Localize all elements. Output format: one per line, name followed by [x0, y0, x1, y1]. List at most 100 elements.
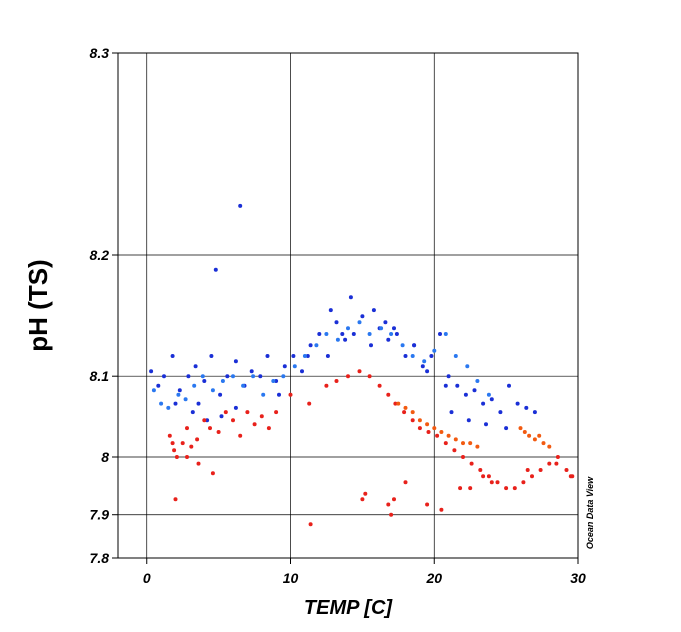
data-point [425, 422, 430, 427]
data-point [185, 455, 189, 459]
data-point [389, 512, 394, 517]
data-point [149, 369, 154, 374]
data-point [425, 369, 430, 374]
data-point [190, 410, 195, 415]
data-point [410, 354, 415, 358]
data-point [300, 369, 304, 374]
data-point [367, 374, 372, 379]
data-point [265, 354, 270, 358]
data-point [274, 410, 279, 415]
data-point [530, 474, 534, 479]
data-point [195, 437, 200, 442]
data-point [377, 383, 382, 388]
data-point [400, 343, 405, 348]
data-point [308, 522, 313, 527]
data-point [403, 405, 408, 410]
data-point [173, 401, 178, 406]
data-point [394, 332, 399, 336]
data-point [200, 374, 205, 379]
data-point [210, 471, 215, 476]
data-point [308, 343, 313, 348]
data-point [410, 410, 415, 415]
data-point [489, 480, 494, 485]
data-point [458, 486, 463, 491]
data-point [403, 480, 408, 485]
data-point [443, 332, 448, 336]
data-point [515, 401, 520, 406]
data-point [219, 414, 224, 419]
data-point [302, 354, 307, 358]
data-point [162, 374, 166, 379]
data-point [216, 430, 221, 434]
y-tick-label: 7.9 [90, 507, 110, 523]
data-point [452, 448, 457, 453]
data-point [334, 320, 339, 325]
data-point [166, 405, 171, 410]
data-point [292, 364, 297, 369]
data-point [196, 461, 201, 466]
data-point [489, 397, 494, 402]
data-point [410, 418, 415, 423]
data-point [192, 383, 197, 388]
data-point [425, 502, 430, 507]
data-point [351, 332, 356, 336]
data-point [524, 405, 529, 410]
data-point [386, 502, 391, 507]
data-point [238, 203, 243, 208]
data-point [383, 320, 388, 325]
data-point [453, 437, 458, 442]
data-point [159, 401, 164, 406]
data-point [468, 486, 473, 491]
data-point [209, 354, 214, 358]
data-point [196, 401, 201, 406]
data-point [469, 461, 474, 466]
data-point [417, 418, 422, 423]
y-tick-label: 8.2 [90, 247, 110, 263]
x-tick-label: 30 [570, 570, 586, 586]
y-axis-label: pH (TS) [23, 259, 53, 351]
y-tick-label: 8.1 [90, 368, 110, 384]
data-point [439, 430, 444, 434]
data-point [274, 379, 279, 383]
x-tick-label: 0 [143, 570, 151, 586]
data-point [334, 379, 339, 383]
data-point [259, 414, 264, 419]
data-point [357, 369, 362, 374]
data-point [346, 326, 350, 331]
x-axis-label: TEMP [C] [304, 597, 393, 619]
data-point [453, 354, 458, 358]
data-point [172, 448, 177, 453]
y-tick-label: 7.8 [90, 550, 110, 566]
data-points [149, 203, 575, 527]
data-point [481, 474, 486, 479]
data-point [555, 455, 560, 459]
data-point [463, 392, 468, 397]
data-point [357, 320, 362, 325]
data-point [282, 364, 287, 369]
data-point [363, 491, 368, 496]
data-point [554, 461, 559, 466]
data-point [189, 444, 194, 449]
plot-frame [117, 52, 579, 559]
data-point [170, 354, 175, 358]
data-point [393, 401, 398, 406]
data-point [241, 383, 246, 388]
data-point [439, 507, 444, 512]
data-point [461, 441, 465, 446]
data-point [170, 441, 175, 446]
data-point [220, 379, 225, 383]
data-point [495, 480, 500, 485]
data-point [446, 433, 451, 438]
data-point [426, 430, 431, 434]
data-point [317, 332, 322, 336]
data-point [223, 410, 228, 415]
grid-lines [118, 52, 579, 559]
data-point [527, 433, 532, 438]
y-axis: 7.8 7.9 8 8.1 8.2 8.3 [90, 45, 118, 566]
data-point [429, 354, 434, 358]
data-point [521, 480, 526, 485]
data-point [233, 405, 238, 410]
data-point [412, 343, 417, 348]
data-point [392, 326, 396, 331]
data-point [443, 383, 448, 388]
